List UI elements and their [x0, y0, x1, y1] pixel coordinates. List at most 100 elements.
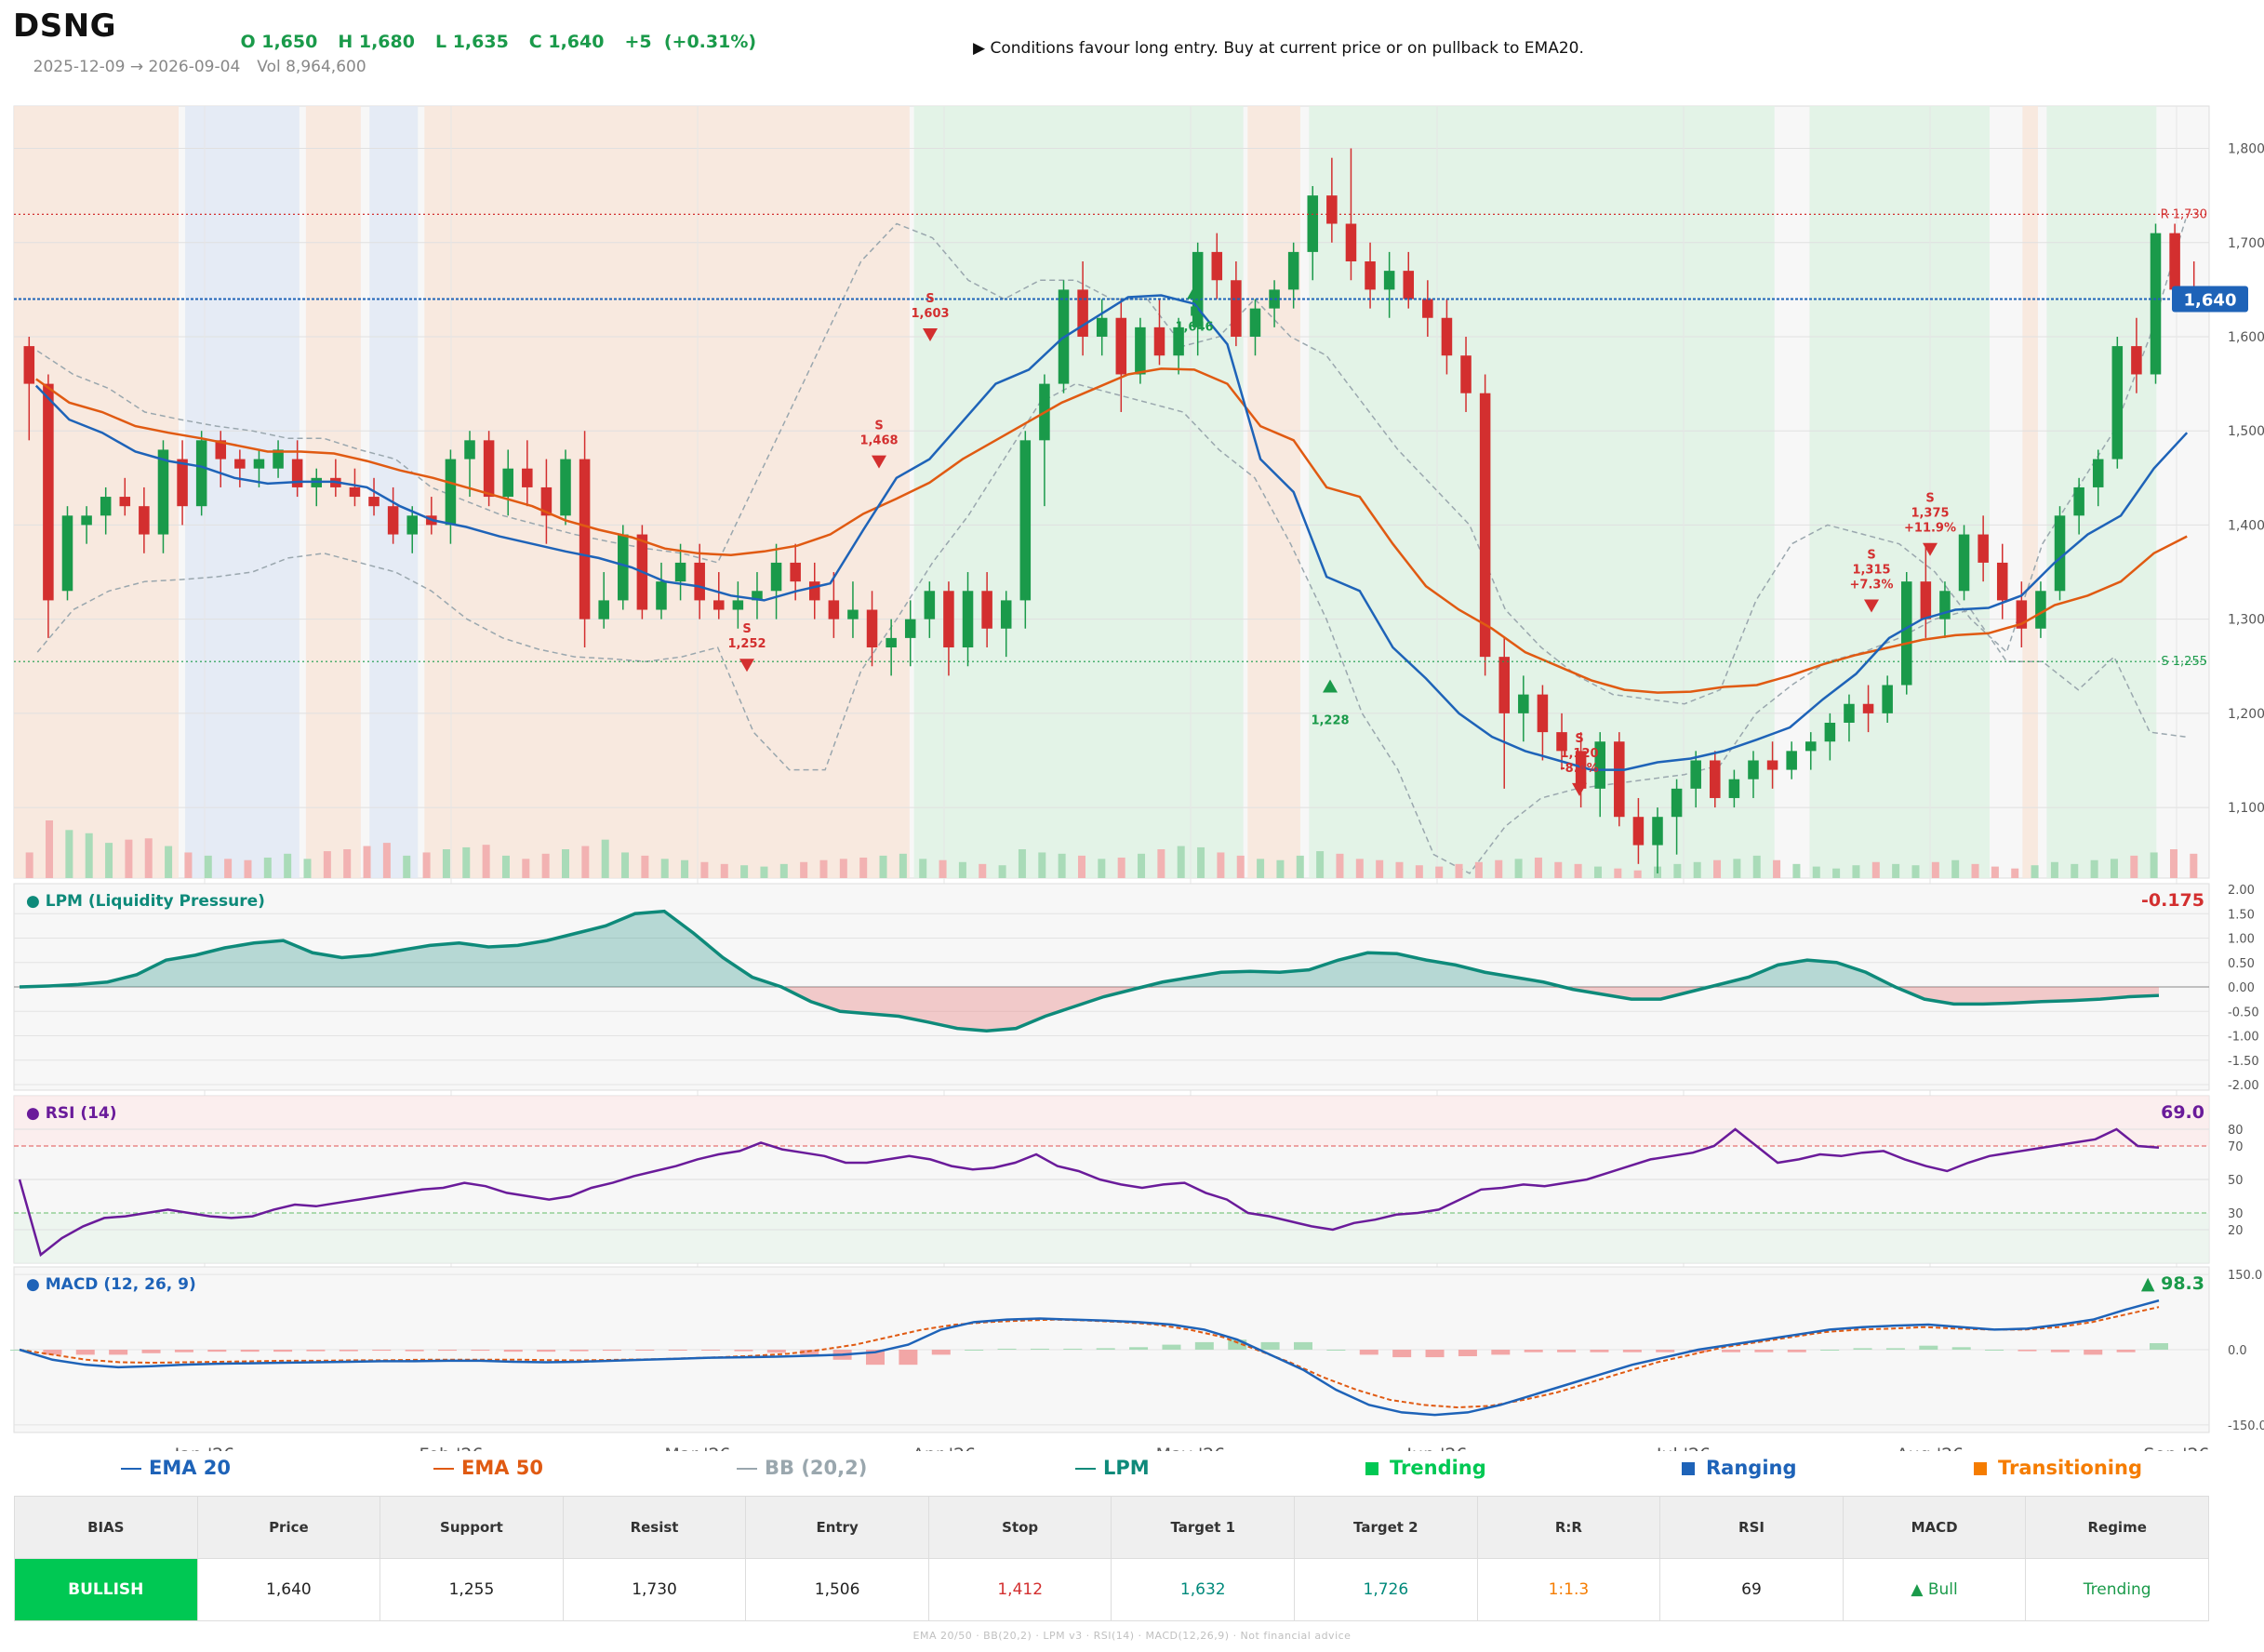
volume-bar — [1593, 866, 1602, 878]
ema20-line — [34, 294, 2189, 771]
volume-bar — [2011, 868, 2019, 878]
regime-band-transitioning — [424, 106, 910, 878]
rsi-line — [18, 1127, 2160, 1258]
macd-value: ▲ 98.3 — [2141, 1273, 2204, 1294]
macd-title: ● MACD (12, 26, 9) — [26, 1275, 196, 1294]
candle-body — [1383, 271, 1395, 290]
rsi-overbought-zone — [14, 1096, 2209, 1146]
volume-bar — [1733, 859, 1741, 878]
rsi-axis-tick: 70 — [2228, 1140, 2244, 1154]
volume-bar — [165, 846, 173, 878]
candle-body — [1153, 326, 1165, 356]
candle-body — [828, 600, 840, 620]
sell-annotation-text: +11.9% — [1904, 522, 1956, 536]
volume-bar — [2169, 849, 2177, 878]
volume-bar — [1852, 865, 1860, 878]
rsi-axis-tick: 80 — [2228, 1124, 2244, 1138]
volume-bar — [1355, 859, 1364, 878]
candle-body — [1766, 760, 1778, 770]
macd-histogram-bar — [1458, 1350, 1477, 1357]
candle-body — [1614, 741, 1625, 818]
candle-body — [1978, 534, 1989, 563]
macd-histogram-bar — [1030, 1348, 1049, 1350]
volume-bar — [1871, 861, 1880, 878]
summary-value-row: BULLISH 1,640 1,255 1,730 1,506 1,412 1,… — [14, 1558, 2209, 1621]
volume-bar — [1554, 861, 1563, 878]
candle-body — [656, 581, 667, 610]
candle-body — [1748, 760, 1759, 779]
macd-histogram-bar — [1853, 1348, 1872, 1350]
volume-bar — [1236, 855, 1245, 878]
candle-body — [847, 609, 859, 620]
macd-histogram-bar — [2116, 1350, 2136, 1352]
volume-bar — [998, 865, 1006, 878]
candle-body — [1498, 657, 1510, 713]
candle-body — [1096, 317, 1108, 337]
sell-annotation-text: S — [874, 420, 883, 433]
candle-body — [1824, 722, 1836, 742]
subheader: 2025-12-09 → 2026-09-04 Vol 8,964,600 — [13, 39, 383, 95]
volume-bar — [224, 859, 233, 878]
macd-histogram-bar — [109, 1350, 128, 1355]
macd-histogram-bar — [1885, 1348, 1905, 1350]
candle-body — [1882, 685, 1893, 713]
summary-table: BIAS Price Support Resist Entry Stop Tar… — [14, 1496, 2209, 1621]
legend-lpm: LPM — [1075, 1457, 1150, 1479]
macd-histogram-bar — [635, 1350, 655, 1351]
volume-bar — [1138, 853, 1146, 878]
lpm-positive-area — [20, 911, 2159, 987]
candle-body — [618, 534, 629, 601]
macd-axis-tick: 0.0 — [2228, 1344, 2247, 1358]
candle-body — [502, 468, 513, 498]
volume-bar — [1713, 859, 1722, 878]
macd-histogram-bar — [668, 1350, 687, 1351]
price-axis-tick: 1,500 — [2228, 424, 2264, 439]
volume-bar — [244, 859, 252, 878]
resistance-label: R 1,730 — [2161, 207, 2207, 221]
volume-bar — [482, 845, 490, 878]
volume-bar — [1673, 863, 1682, 878]
volume-bar — [105, 843, 113, 878]
value-rsi: 69 — [1659, 1558, 1844, 1621]
volume-bar — [1395, 861, 1404, 878]
value-stop: 1,412 — [927, 1558, 1112, 1621]
candle-body — [540, 486, 553, 516]
candle-body — [61, 515, 73, 592]
volume-bar — [581, 846, 590, 878]
macd-histogram-bar — [1622, 1350, 1642, 1352]
legend-ema50-label: EMA 50 — [461, 1457, 544, 1479]
sell-annotation-text: 1,375 — [1911, 507, 1949, 521]
candle-body — [2016, 600, 2028, 629]
volume-bar — [184, 852, 193, 878]
candle-body — [1249, 308, 1261, 337]
price-axis-tick: 1,800 — [2228, 142, 2264, 157]
value-target1: 1,632 — [1111, 1558, 1296, 1621]
macd-histogram-bar — [43, 1350, 62, 1355]
time-axis-tick: Aug '26 — [1897, 1445, 1964, 1451]
sell-annotation-text: -8.8% — [1560, 762, 1598, 776]
candle-body — [253, 459, 265, 469]
sell-marker — [923, 327, 938, 341]
candle-body — [157, 449, 169, 535]
candle-body — [1996, 562, 2008, 601]
lpm-axis-tick: -2.00 — [2228, 1079, 2259, 1093]
volume-bar — [1951, 859, 1960, 878]
candle-body — [1671, 788, 1683, 818]
lpm-axis-tick: 1.00 — [2228, 933, 2255, 947]
support-label: S 1,255 — [2161, 655, 2207, 669]
header-target2: Target 2 — [1294, 1496, 1478, 1559]
candle-body — [445, 459, 457, 526]
volume-bar — [1257, 859, 1265, 878]
macd-histogram-bar — [471, 1350, 490, 1352]
rsi-title: ● RSI (14) — [26, 1104, 117, 1123]
legend-lpm-label: LPM — [1103, 1457, 1150, 1479]
volume-readout: Vol 8,964,600 — [257, 58, 366, 76]
lpm-axis-tick: 0.00 — [2228, 981, 2255, 995]
volume-bar — [740, 865, 749, 878]
value-price: 1,640 — [196, 1558, 381, 1621]
candle-body — [234, 459, 246, 469]
candle-body — [808, 581, 820, 601]
candle-body — [1652, 817, 1663, 846]
candle-body — [1115, 317, 1127, 375]
volume-bar — [2190, 853, 2198, 878]
